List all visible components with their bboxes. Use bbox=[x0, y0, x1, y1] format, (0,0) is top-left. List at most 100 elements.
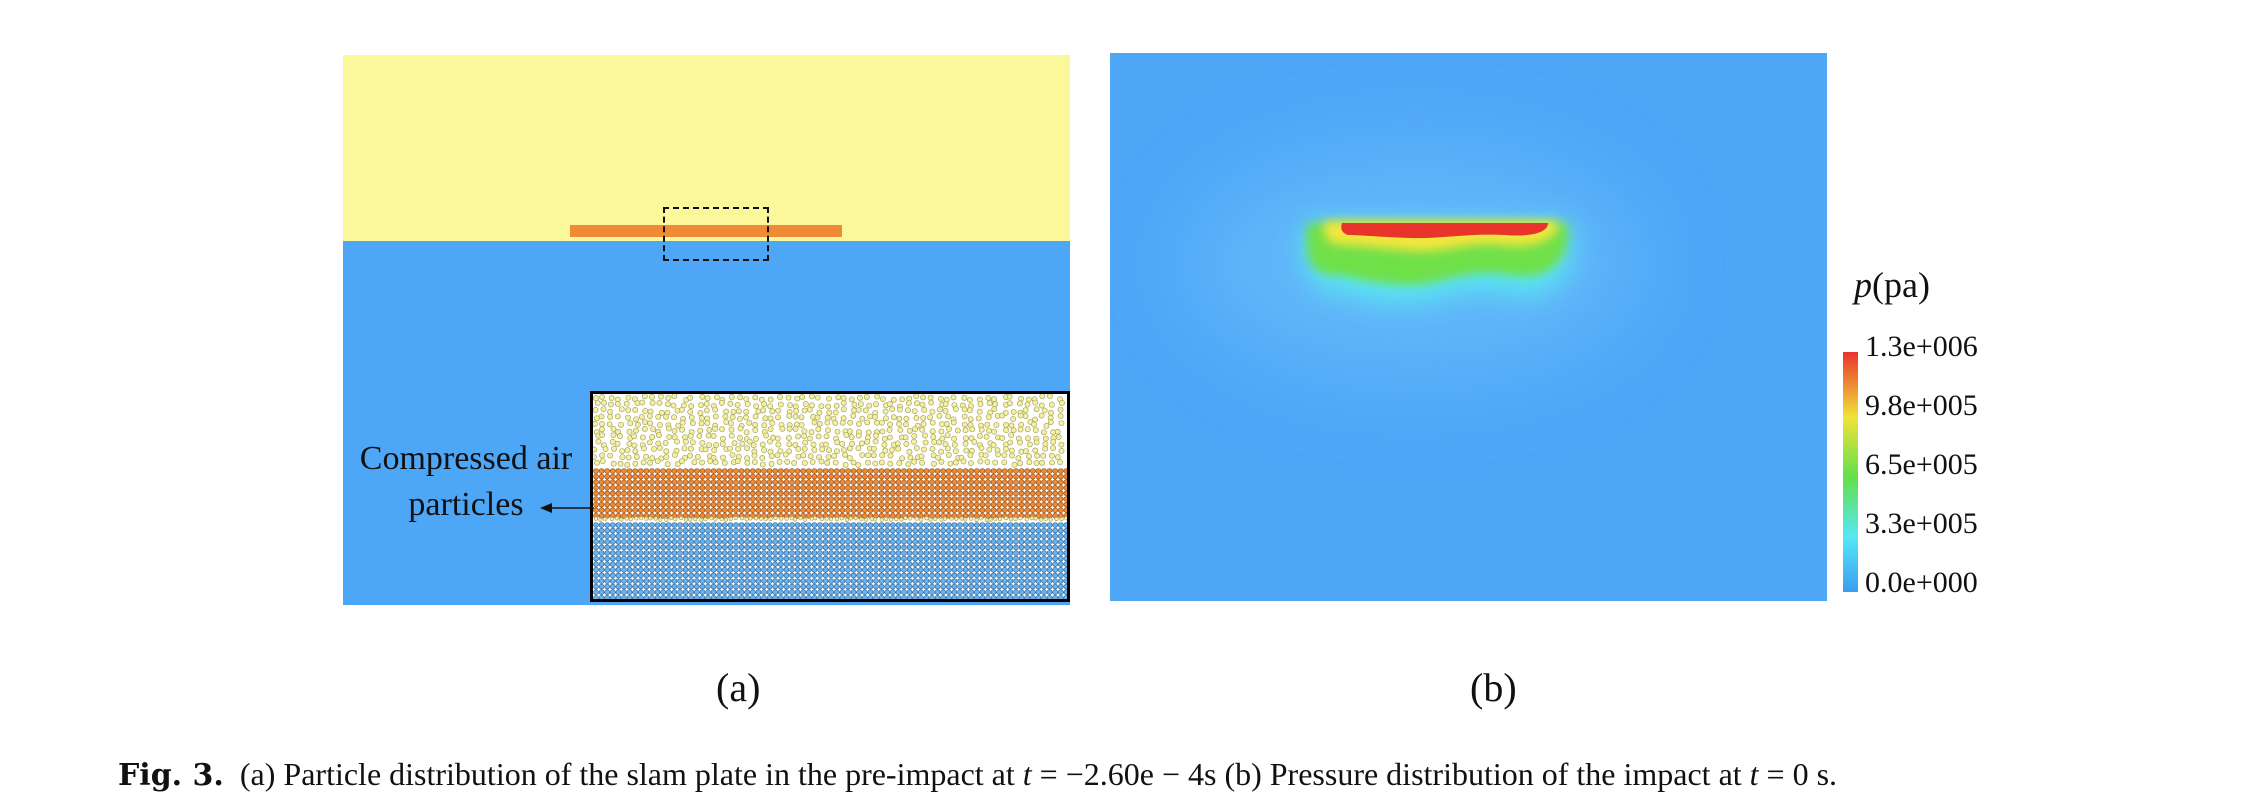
air-particle bbox=[814, 414, 821, 421]
water-particle bbox=[861, 578, 868, 584]
air-particle bbox=[1008, 422, 1015, 429]
water-particle bbox=[750, 572, 756, 579]
plate-particle bbox=[621, 473, 627, 480]
air-particle bbox=[594, 400, 601, 407]
water-particle bbox=[929, 561, 935, 567]
air-particle bbox=[743, 429, 750, 436]
water-particle bbox=[694, 555, 700, 562]
water-particle bbox=[710, 567, 717, 573]
water-particle bbox=[934, 550, 941, 556]
water-particle bbox=[862, 595, 868, 599]
plate-particle bbox=[817, 501, 823, 508]
air-particle bbox=[961, 421, 968, 428]
plate-particle bbox=[845, 485, 851, 491]
water-particle bbox=[660, 522, 666, 528]
water-particle bbox=[979, 578, 986, 584]
air-particle bbox=[962, 427, 969, 434]
air-particle bbox=[599, 394, 606, 400]
plate-particle bbox=[666, 473, 672, 480]
water-particle bbox=[710, 522, 717, 528]
air-particle bbox=[810, 441, 817, 448]
plate-particle bbox=[677, 473, 683, 480]
water-particle bbox=[677, 567, 683, 573]
plate-particle bbox=[901, 468, 907, 474]
plate-particle bbox=[615, 496, 622, 502]
water-particle bbox=[671, 561, 678, 567]
air-particle bbox=[840, 399, 847, 406]
plate-particle bbox=[766, 501, 773, 508]
water-particle bbox=[917, 550, 924, 556]
water-particle bbox=[632, 583, 639, 590]
water-particle bbox=[1013, 544, 1019, 551]
plate-particle bbox=[1007, 479, 1014, 485]
air-particle bbox=[599, 452, 606, 459]
plate-particle bbox=[621, 468, 627, 474]
water-particle bbox=[750, 527, 756, 534]
water-particle bbox=[733, 550, 739, 556]
water-particle bbox=[744, 522, 750, 528]
water-particle bbox=[996, 555, 1003, 562]
water-particle bbox=[632, 595, 638, 599]
air-particle bbox=[712, 406, 718, 413]
water-particle bbox=[682, 555, 689, 562]
plate-particle bbox=[1052, 485, 1059, 491]
plate-particle bbox=[850, 473, 857, 480]
water-particle bbox=[901, 567, 907, 573]
plate-particle bbox=[884, 473, 891, 480]
air-particle bbox=[607, 401, 614, 408]
water-particle bbox=[856, 561, 863, 567]
compressed-air-particle bbox=[773, 515, 778, 521]
plate-particle bbox=[621, 501, 627, 508]
water-particle bbox=[968, 567, 975, 573]
air-particle bbox=[1049, 459, 1055, 466]
air-particle bbox=[1048, 452, 1055, 459]
water-particle bbox=[598, 583, 605, 590]
water-particle bbox=[901, 522, 907, 528]
water-particle bbox=[733, 533, 739, 539]
plate-particle bbox=[811, 468, 818, 474]
plate-particle bbox=[677, 468, 683, 474]
plate-particle bbox=[878, 496, 885, 502]
water-particle bbox=[962, 522, 969, 528]
water-particle bbox=[682, 578, 689, 584]
water-particle bbox=[772, 595, 778, 599]
water-particle bbox=[666, 561, 672, 567]
air-particle bbox=[823, 441, 829, 448]
water-particle bbox=[996, 583, 1003, 590]
water-particle bbox=[934, 533, 941, 539]
air-particle bbox=[704, 420, 711, 426]
air-particle bbox=[704, 407, 710, 414]
plate-particle bbox=[660, 485, 666, 491]
water-particle bbox=[789, 567, 795, 573]
water-particle bbox=[861, 589, 868, 595]
plate-particle bbox=[604, 501, 610, 508]
plate-particle bbox=[962, 473, 969, 480]
air-particle bbox=[614, 400, 621, 407]
plate-particle bbox=[593, 479, 599, 485]
plate-particle bbox=[811, 479, 818, 485]
air-particle bbox=[1022, 448, 1029, 455]
air-particle bbox=[767, 415, 774, 422]
plate-particle bbox=[750, 468, 756, 474]
plate-particle bbox=[923, 468, 930, 474]
water-particle bbox=[822, 550, 829, 556]
water-particle bbox=[828, 527, 834, 534]
air-particle bbox=[767, 438, 773, 445]
plate-particle bbox=[1001, 501, 1008, 508]
water-particle bbox=[738, 578, 745, 584]
water-particle bbox=[957, 589, 963, 595]
plate-particle bbox=[694, 485, 700, 491]
air-particle bbox=[1010, 409, 1017, 415]
air-particle bbox=[927, 394, 934, 401]
air-particle bbox=[744, 455, 750, 462]
water-particle bbox=[839, 522, 846, 528]
water-particle bbox=[856, 578, 863, 584]
water-particle bbox=[649, 522, 655, 528]
water-particle bbox=[901, 539, 907, 545]
air-particle bbox=[991, 406, 998, 412]
water-particle bbox=[839, 533, 846, 539]
air-particle bbox=[792, 413, 799, 420]
water-particle bbox=[923, 555, 930, 562]
high-pressure-core bbox=[1341, 223, 1548, 239]
air-particle bbox=[649, 455, 656, 462]
